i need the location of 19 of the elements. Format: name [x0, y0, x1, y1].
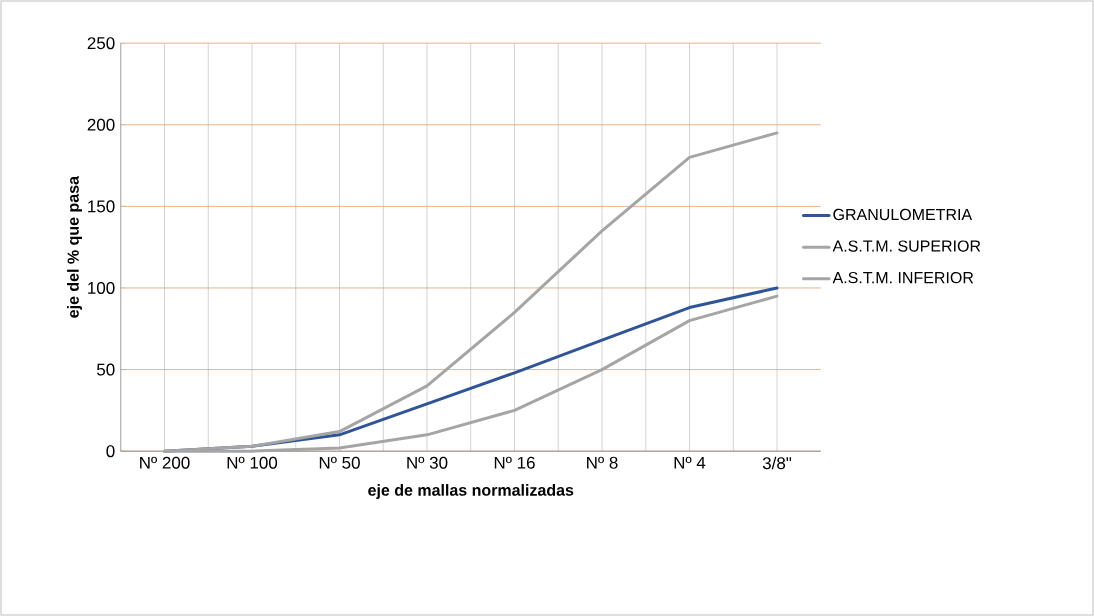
x-tick-label: Nº 4: [674, 456, 706, 469]
x-tick-label: Nº 8: [587, 456, 618, 469]
y-tick-label: 100: [88, 281, 115, 294]
legend-label: A.S.T.M. INFERIOR: [832, 271, 974, 284]
y-tick-label: 250: [87, 37, 115, 50]
y-tick-label: 200: [87, 118, 115, 131]
x-tick-label: Nº 50: [319, 456, 360, 469]
x-tick-label: 3/8": [762, 456, 792, 470]
x-tick-label: Nº 200: [140, 456, 190, 469]
y-tick-label: 50: [96, 363, 115, 376]
x-axis-title: eje de mallas normalizadas: [368, 484, 574, 499]
y-tick-label: 150: [88, 200, 115, 213]
x-tick-label: Nº 30: [407, 456, 448, 469]
legend-label: A.S.T.M. SUPERIOR: [832, 240, 981, 252]
x-tick-label: Nº 100: [227, 456, 278, 469]
x-tick-label: Nº 16: [494, 456, 535, 469]
y-tick-label: 0: [106, 445, 115, 458]
legend-label: GRANULOMETRIA: [833, 208, 973, 221]
y-axis-title: eje del % que pasa: [67, 175, 82, 318]
